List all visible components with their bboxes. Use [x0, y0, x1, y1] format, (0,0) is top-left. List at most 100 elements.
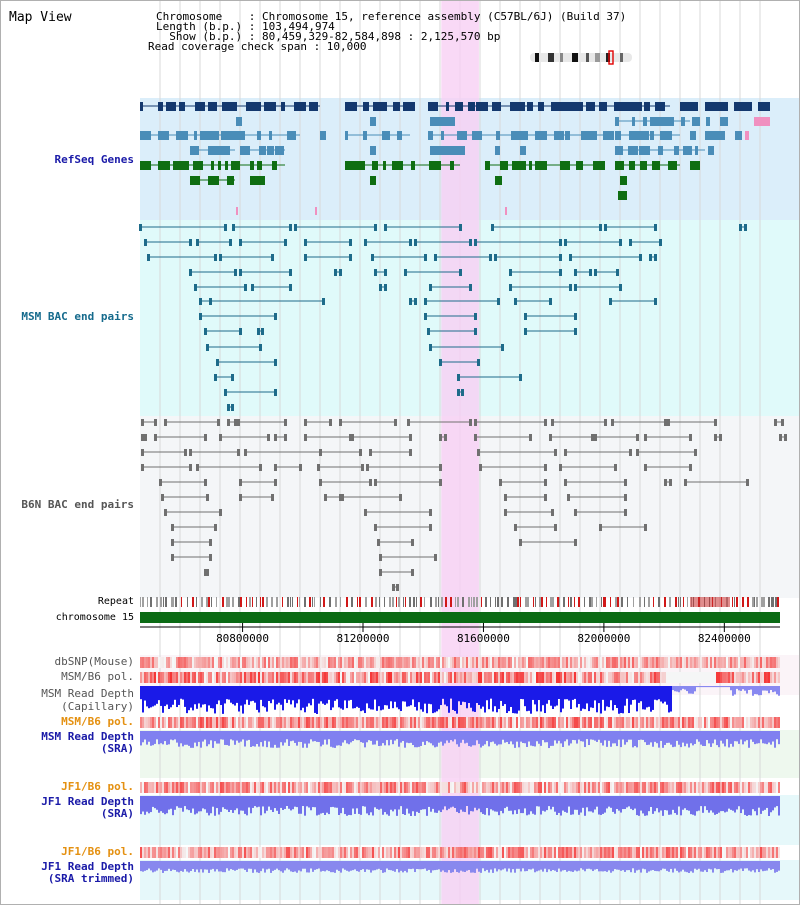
depth-bar — [490, 861, 492, 870]
heat-cell — [728, 782, 730, 793]
heat-cell — [392, 657, 394, 668]
heat-cell — [542, 847, 544, 858]
heat-cell — [358, 657, 360, 668]
depth-bar — [748, 861, 750, 871]
heat-cell — [384, 672, 386, 683]
heat-cell — [506, 672, 508, 683]
depth-bar — [438, 686, 440, 710]
depth-bar — [204, 731, 206, 740]
depth-bar — [712, 731, 714, 744]
heat-cell — [544, 847, 546, 858]
heat-cell — [376, 782, 378, 793]
heat-cell — [490, 782, 492, 793]
heat-cell — [336, 672, 338, 683]
depth-bar — [756, 686, 758, 695]
heat-cell — [464, 672, 466, 683]
heat-cell — [280, 657, 282, 668]
b6n-bac-end — [267, 434, 270, 441]
depth-bar — [602, 861, 604, 872]
heat-cell — [716, 657, 718, 668]
gene-exon — [485, 161, 490, 170]
heat-cell — [400, 657, 402, 668]
gene-exon — [520, 146, 526, 155]
depth-bar — [390, 686, 392, 702]
heat-cell — [624, 657, 626, 668]
depth-bar — [180, 731, 182, 744]
repeat-mark — [173, 597, 174, 607]
depth-bar — [182, 796, 184, 812]
heat-cell — [420, 847, 422, 858]
depth-bar — [486, 796, 488, 809]
heat-cell — [482, 847, 484, 858]
gene-exon — [275, 146, 284, 155]
depth-bar — [520, 861, 522, 872]
depth-bar — [558, 861, 560, 869]
heat-cell — [718, 717, 720, 728]
heat-cell — [490, 672, 492, 683]
gene-exon — [230, 131, 241, 140]
heat-cell — [760, 717, 762, 728]
heat-cell — [566, 657, 568, 668]
heat-cell — [692, 717, 694, 728]
depth-bar — [270, 796, 272, 810]
heat-cell — [196, 782, 198, 793]
heat-cell — [154, 847, 156, 858]
heat-cell — [588, 847, 590, 858]
repeat-mark — [420, 597, 422, 607]
gene-exon — [495, 176, 502, 185]
heat-cell — [778, 847, 780, 858]
depth-bar — [640, 861, 642, 873]
track-label-refseq[interactable]: RefSeq Genes — [54, 153, 134, 166]
depth-bar — [286, 686, 288, 703]
heat-cell — [592, 672, 594, 683]
repeat-mark — [675, 597, 677, 607]
heat-cell — [358, 782, 360, 793]
repeat-mark — [187, 597, 188, 607]
heat-cell — [262, 782, 264, 793]
depth-bar — [350, 796, 352, 816]
depth-bar — [548, 731, 550, 749]
depth-bar — [584, 796, 586, 816]
depth-bar — [402, 686, 404, 702]
msm-bac-end — [457, 374, 460, 381]
depth-bar — [380, 686, 382, 711]
msm-bac-end — [239, 269, 242, 276]
heat-cell — [562, 657, 564, 668]
depth-bar — [730, 731, 732, 744]
heat-cell — [294, 717, 296, 728]
heat-cell — [404, 657, 406, 668]
heat-cell — [738, 717, 740, 728]
depth-bar — [276, 861, 278, 869]
depth-bar — [506, 861, 508, 872]
repeat-mark — [357, 597, 358, 607]
depth-bar — [234, 686, 236, 706]
depth-bar — [212, 686, 214, 709]
jf1-depth-trim-track — [140, 861, 780, 873]
depth-bar — [366, 686, 368, 704]
depth-bar — [544, 686, 546, 714]
heat-cell — [178, 657, 180, 668]
depth-bar — [154, 796, 156, 809]
depth-bar — [562, 861, 564, 871]
heat-cell — [194, 717, 196, 728]
depth-bar — [188, 686, 190, 711]
heat-cell — [260, 672, 262, 683]
depth-bar — [432, 796, 434, 809]
track-label-b6n-bac[interactable]: B6N BAC end pairs — [21, 498, 134, 511]
depth-bar — [146, 861, 148, 871]
depth-bar — [768, 796, 770, 816]
depth-bar — [170, 861, 172, 872]
heat-cell — [300, 672, 302, 683]
heat-cell — [282, 657, 284, 668]
heat-cell — [164, 782, 166, 793]
depth-bar — [486, 731, 488, 741]
heat-cell — [560, 847, 562, 858]
repeat-mark — [181, 597, 182, 607]
b6n-bac-end — [274, 434, 277, 441]
track-label-msm-bac[interactable]: MSM BAC end pairs — [21, 310, 134, 323]
heat-cell — [440, 847, 442, 858]
heat-cell — [710, 657, 712, 668]
depth-bar — [416, 731, 418, 748]
depth-bar — [172, 861, 174, 870]
depth-bar — [208, 686, 210, 706]
